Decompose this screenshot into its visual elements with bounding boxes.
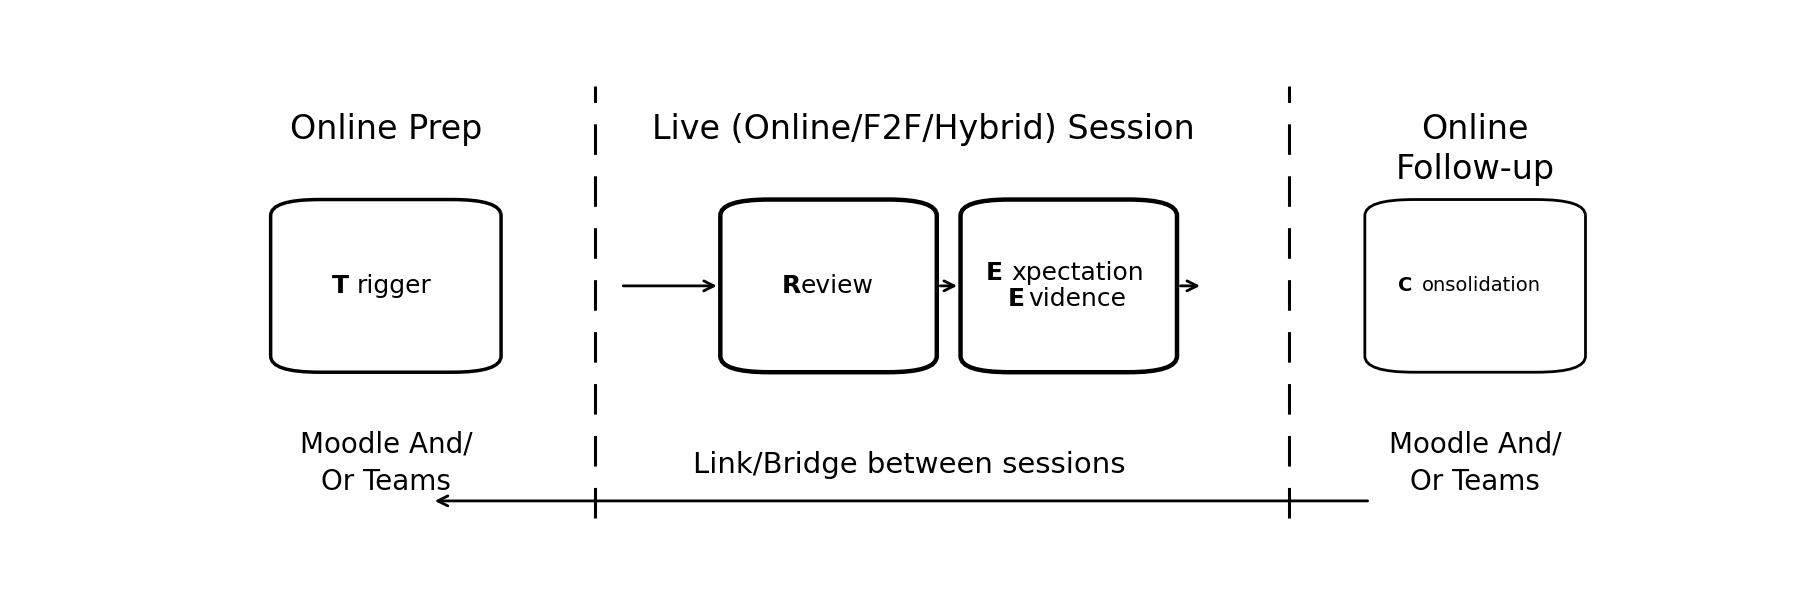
Text: Moodle And/
Or Teams: Moodle And/ Or Teams — [1389, 431, 1562, 496]
Text: T: T — [332, 274, 350, 298]
Text: Online Prep: Online Prep — [290, 113, 483, 146]
Text: C: C — [1398, 276, 1413, 295]
FancyBboxPatch shape — [270, 200, 501, 372]
Text: eview: eview — [800, 274, 874, 298]
Text: Live (Online/F2F/Hybrid) Session: Live (Online/F2F/Hybrid) Session — [652, 113, 1195, 146]
Text: onsolidation: onsolidation — [1422, 276, 1541, 295]
Text: Online
Follow-up: Online Follow-up — [1395, 113, 1555, 186]
Text: Moodle And/
Or Teams: Moodle And/ Or Teams — [299, 431, 472, 496]
Text: rigger: rigger — [357, 274, 432, 298]
Text: R: R — [782, 274, 800, 298]
FancyBboxPatch shape — [1364, 200, 1586, 372]
Text: vidence: vidence — [1029, 287, 1126, 311]
FancyBboxPatch shape — [960, 200, 1177, 372]
Text: E: E — [986, 261, 1002, 285]
Text: Link/Bridge between sessions: Link/Bridge between sessions — [694, 451, 1126, 479]
FancyBboxPatch shape — [721, 200, 937, 372]
Text: E: E — [1007, 287, 1025, 311]
Text: xpectation: xpectation — [1011, 261, 1144, 285]
